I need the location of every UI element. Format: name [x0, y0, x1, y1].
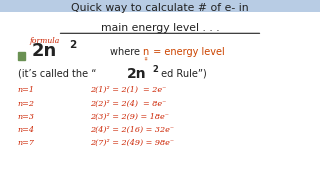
Text: 2(1)² = 2(1)  = 2e⁻: 2(1)² = 2(1) = 2e⁻: [90, 86, 166, 94]
Text: ed Rule”): ed Rule”): [158, 69, 207, 79]
Text: formula: formula: [30, 37, 60, 44]
Text: n=7: n=7: [18, 139, 35, 147]
Text: n=2: n=2: [18, 100, 35, 107]
Text: 2(4)² = 2(16) = 32e⁻: 2(4)² = 2(16) = 32e⁻: [90, 126, 174, 134]
Text: main energy level . . .: main energy level . . .: [101, 23, 219, 33]
Text: = energy level: = energy level: [150, 47, 225, 57]
Text: n=1: n=1: [18, 86, 35, 94]
Text: n=3: n=3: [18, 113, 35, 121]
Text: 2: 2: [152, 65, 158, 74]
Text: where: where: [110, 47, 144, 57]
Text: 2(2)² = 2(4)  = 8e⁻: 2(2)² = 2(4) = 8e⁻: [90, 100, 166, 107]
Text: 2(3)² = 2(9) = 18e⁻: 2(3)² = 2(9) = 18e⁻: [90, 113, 169, 121]
FancyBboxPatch shape: [0, 0, 320, 12]
Text: 2n: 2n: [32, 42, 57, 60]
Text: 2n: 2n: [126, 67, 146, 81]
Text: n: n: [142, 47, 149, 57]
Text: 2: 2: [69, 40, 76, 50]
Text: n=4: n=4: [18, 126, 35, 134]
Bar: [18, 52, 25, 60]
Text: Quick way to calculate # of e- in: Quick way to calculate # of e- in: [71, 3, 249, 13]
Text: (it’s called the “: (it’s called the “: [18, 69, 96, 79]
Text: 2(7)² = 2(49) = 98e⁻: 2(7)² = 2(49) = 98e⁻: [90, 139, 174, 147]
